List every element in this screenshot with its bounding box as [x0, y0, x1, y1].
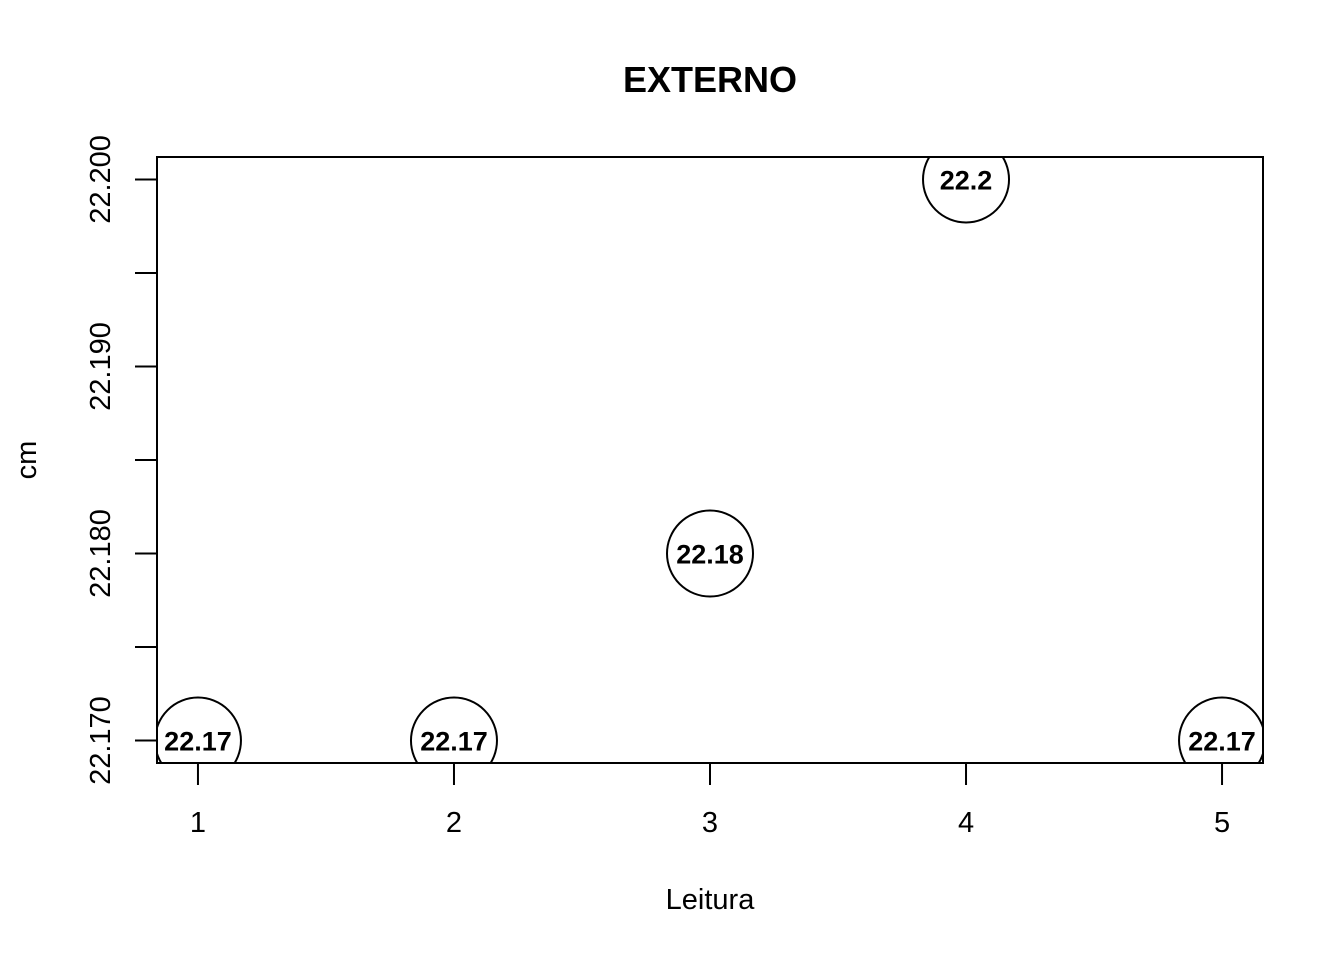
chart-title: EXTERNO [623, 59, 797, 100]
y-axis-label: cm [11, 441, 43, 480]
data-point-2 [409, 696, 498, 763]
point-label-2: 22.17 [420, 727, 488, 757]
y-tick-label-3: 22.180 [85, 509, 117, 598]
data-point-4 [922, 157, 1011, 224]
point-label-3: 22.18 [676, 540, 744, 570]
x-tick-label-4: 4 [958, 807, 974, 839]
data-point-5 [1178, 696, 1263, 763]
y-tick-label-1: 22.170 [85, 696, 117, 785]
x-tick-label-1: 1 [190, 807, 206, 839]
x-tick-label-3: 3 [702, 807, 718, 839]
point-label-1: 22.17 [164, 727, 232, 757]
x-axis: 1 2 3 4 5 [190, 763, 1230, 839]
plot-frame [156, 156, 1264, 764]
y-tick-label-5: 22.190 [85, 322, 117, 411]
y-axis: 22.170 22.180 22.190 22.200 [85, 135, 157, 785]
y-tick-label-7: 22.200 [85, 135, 117, 224]
x-axis-label: Leitura [666, 884, 756, 916]
data-point-1 [157, 696, 242, 763]
point-label-4: 22.2 [940, 165, 993, 195]
x-tick-label-2: 2 [446, 807, 462, 839]
data-point-3 [666, 509, 754, 598]
data-points: 22.17 22.17 22.18 22.2 22.17 [157, 157, 1263, 763]
point-label-5: 22.17 [1188, 727, 1256, 757]
x-tick-label-5: 5 [1214, 807, 1230, 839]
